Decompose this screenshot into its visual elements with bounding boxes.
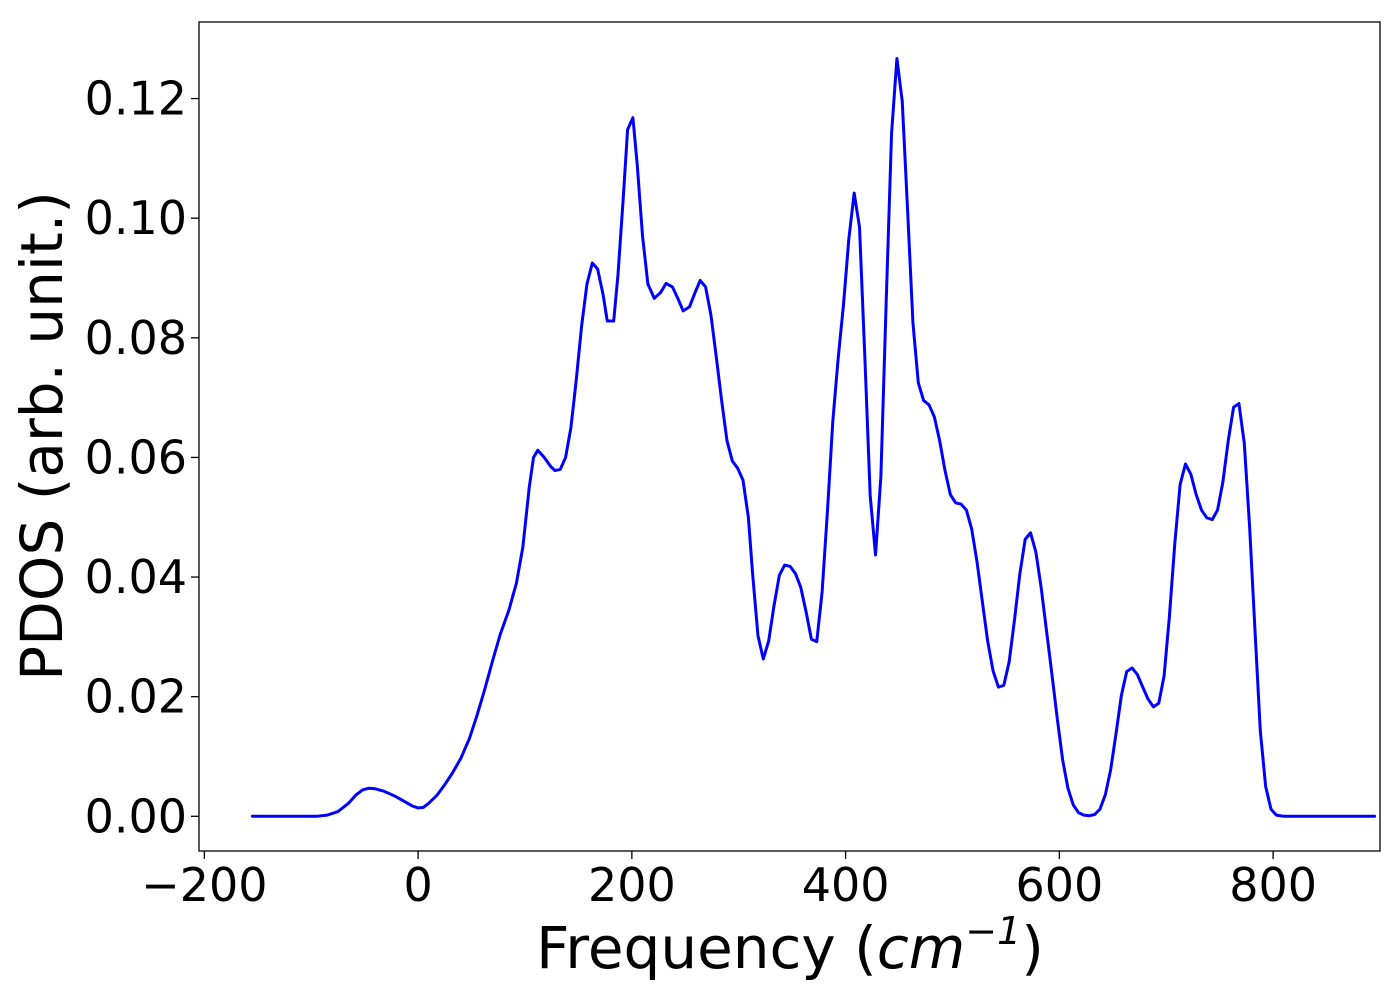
y-tick-label: 0.02 (85, 670, 187, 724)
y-tick-label: 0.00 (85, 789, 187, 843)
x-tick-label: −200 (141, 858, 267, 912)
x-axis-title-unit: cm (877, 914, 965, 982)
y-tick-label: 0.12 (85, 72, 187, 126)
y-tick-label: 0.06 (85, 430, 187, 484)
pdos-series-line-0 (250, 56, 1377, 818)
data-layer (250, 56, 1377, 818)
x-tick-label: 0 (403, 858, 432, 912)
y-axis-title: PDOS (arb. unit.) (8, 191, 76, 681)
y-tick-label: 0.08 (85, 311, 187, 365)
x-axis-title-text: Frequency ( (536, 914, 877, 982)
x-axis-ticks: −200 0 200 400 600 800 (141, 851, 1317, 912)
x-axis-title-unit-exponent: −1 (965, 909, 1021, 953)
x-tick-label: 400 (802, 858, 890, 912)
x-axis-title-close: ) (1021, 914, 1044, 982)
x-tick-label: 800 (1229, 858, 1317, 912)
x-tick-label: 600 (1015, 858, 1103, 912)
x-tick-label: 200 (588, 858, 676, 912)
y-tick-label: 0.10 (85, 191, 187, 245)
plot-frame (198, 21, 1381, 852)
x-axis-title: Frequency (cm−1) (536, 909, 1044, 982)
y-axis-ticks: 0.00 0.02 0.04 0.06 0.08 0.10 0.12 (85, 72, 199, 843)
y-tick-label: 0.04 (85, 550, 187, 604)
